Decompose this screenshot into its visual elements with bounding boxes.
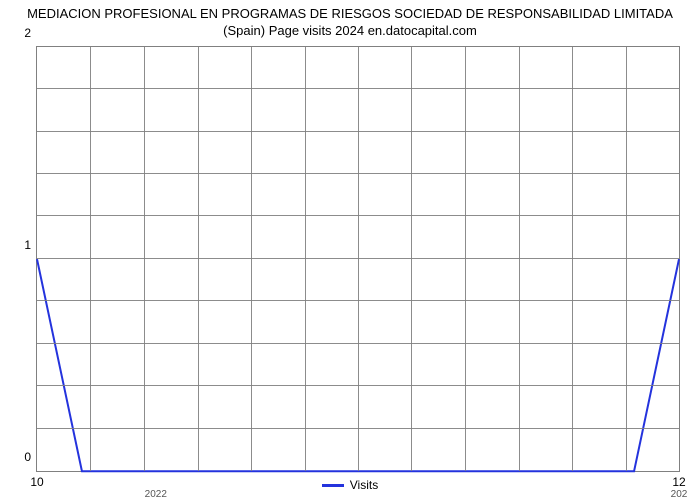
plot-area: 01210122022202 xyxy=(36,46,680,472)
legend-label: Visits xyxy=(350,478,378,492)
x-tick-minor-label: 2022 xyxy=(145,489,167,500)
x-tick-label: 10 xyxy=(30,475,43,489)
y-tick-label: 1 xyxy=(24,238,31,252)
chart-area: 01210122022202 xyxy=(0,42,700,472)
legend: Visits xyxy=(0,472,700,500)
gridline-vertical xyxy=(90,47,91,471)
gridline-vertical xyxy=(358,47,359,471)
gridline-vertical xyxy=(144,47,145,471)
y-tick-label: 2 xyxy=(24,26,31,40)
gridline-vertical xyxy=(572,47,573,471)
x-tick-minor-label: 202 xyxy=(671,489,688,500)
gridline-vertical xyxy=(198,47,199,471)
gridline-vertical xyxy=(305,47,306,471)
chart-title: MEDIACION PROFESIONAL EN PROGRAMAS DE RI… xyxy=(0,0,700,42)
legend-swatch xyxy=(322,484,344,487)
gridline-vertical xyxy=(251,47,252,471)
gridline-vertical xyxy=(465,47,466,471)
gridline-vertical xyxy=(411,47,412,471)
y-tick-label: 0 xyxy=(24,450,31,464)
gridline-vertical xyxy=(626,47,627,471)
gridline-vertical xyxy=(519,47,520,471)
x-tick-label: 12 xyxy=(672,475,685,489)
